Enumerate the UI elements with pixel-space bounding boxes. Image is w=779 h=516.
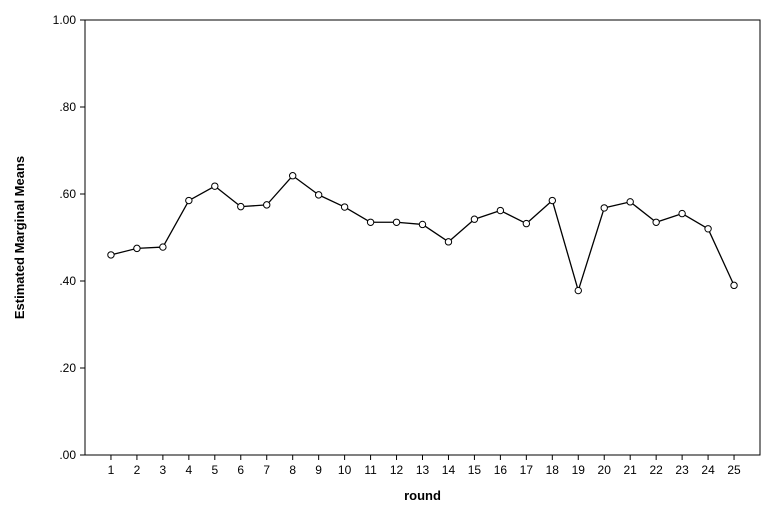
series-marker <box>264 202 270 208</box>
series-marker <box>497 207 503 213</box>
series-marker <box>238 203 244 209</box>
series-marker <box>575 287 581 293</box>
series-marker <box>627 199 633 205</box>
series-marker <box>134 245 140 251</box>
y-tick-label: .40 <box>59 274 76 288</box>
x-axis-label: round <box>404 488 441 503</box>
y-axis-label: Estimated Marginal Means <box>12 156 27 319</box>
series-marker <box>186 197 192 203</box>
x-tick-label: 21 <box>624 463 638 477</box>
x-tick-label: 18 <box>546 463 560 477</box>
x-tick-label: 22 <box>649 463 663 477</box>
x-tick-label: 9 <box>315 463 322 477</box>
x-tick-label: 25 <box>727 463 741 477</box>
x-tick-label: 1 <box>108 463 115 477</box>
y-tick-label: .60 <box>59 187 76 201</box>
x-tick-label: 6 <box>237 463 244 477</box>
series-marker <box>212 183 218 189</box>
series-marker <box>108 252 114 258</box>
y-tick-label: .20 <box>59 361 76 375</box>
series-marker <box>367 219 373 225</box>
x-tick-label: 15 <box>468 463 482 477</box>
series-marker <box>289 173 295 179</box>
series-marker <box>445 239 451 245</box>
series-marker <box>601 205 607 211</box>
y-tick-label: 1.00 <box>53 13 77 27</box>
x-tick-label: 17 <box>520 463 534 477</box>
series-marker <box>393 219 399 225</box>
series-marker <box>315 192 321 198</box>
x-tick-label: 3 <box>160 463 167 477</box>
y-tick-label: .80 <box>59 100 76 114</box>
series-marker <box>341 204 347 210</box>
x-tick-label: 19 <box>572 463 586 477</box>
x-tick-label: 16 <box>494 463 508 477</box>
line-chart: .00.20.40.60.801.00123456789101112131415… <box>0 0 779 516</box>
series-marker <box>419 221 425 227</box>
x-tick-label: 13 <box>416 463 430 477</box>
series-marker <box>731 282 737 288</box>
series-marker <box>523 220 529 226</box>
series-marker <box>653 219 659 225</box>
x-tick-label: 7 <box>263 463 270 477</box>
series-marker <box>160 244 166 250</box>
x-tick-label: 2 <box>134 463 141 477</box>
x-tick-label: 14 <box>442 463 456 477</box>
plot-area <box>85 20 760 455</box>
x-tick-label: 23 <box>675 463 689 477</box>
series-marker <box>471 216 477 222</box>
x-tick-label: 20 <box>598 463 612 477</box>
chart-container: .00.20.40.60.801.00123456789101112131415… <box>0 0 779 516</box>
x-tick-label: 10 <box>338 463 352 477</box>
series-marker <box>549 197 555 203</box>
y-tick-label: .00 <box>59 448 76 462</box>
x-tick-label: 8 <box>289 463 296 477</box>
x-tick-label: 4 <box>186 463 193 477</box>
x-tick-label: 11 <box>364 463 377 477</box>
x-tick-label: 5 <box>211 463 218 477</box>
series-marker <box>679 210 685 216</box>
x-tick-label: 12 <box>390 463 404 477</box>
x-tick-label: 24 <box>701 463 715 477</box>
series-marker <box>705 226 711 232</box>
